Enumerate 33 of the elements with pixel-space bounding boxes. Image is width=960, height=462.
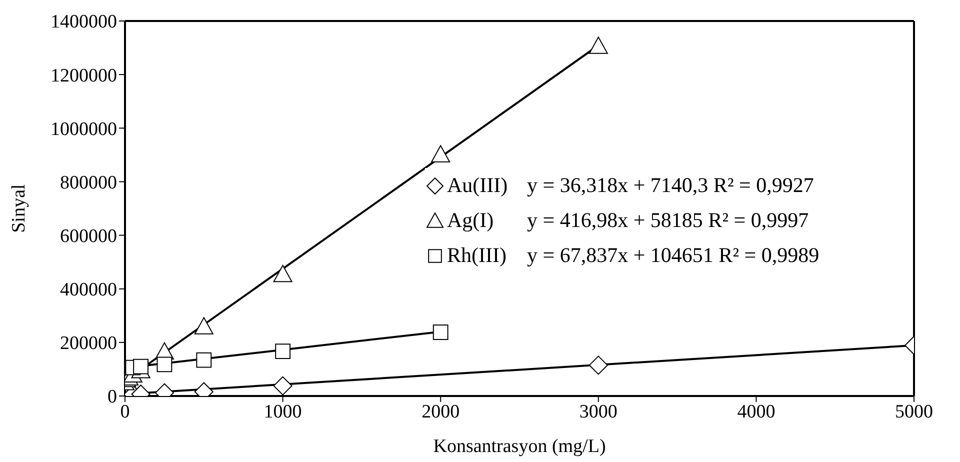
x-tick-label: 1000 — [264, 401, 302, 422]
point — [273, 264, 292, 282]
legend-label: Au(III) — [447, 173, 509, 198]
point — [588, 36, 608, 54]
point — [156, 356, 172, 372]
point — [273, 376, 292, 396]
y-tick-label: 800000 — [60, 172, 117, 194]
x-axis-title: Konsantrasyon (mg/L) — [433, 436, 606, 457]
x-tick-label: 5000 — [895, 401, 933, 422]
y-tick-label: 200000 — [60, 333, 117, 354]
point — [431, 145, 450, 162]
annotation: y = 67,837x + 104651 R² = 0,9989 — [527, 243, 820, 268]
y-axis-title: Sinyal — [8, 184, 30, 233]
y-tick-label: 1200000 — [50, 65, 117, 86]
point — [194, 317, 214, 334]
point — [196, 352, 212, 368]
x-tick-label: 4000 — [737, 401, 776, 422]
y-tick-label: 600000 — [60, 226, 117, 248]
y-tick-label: 1400000 — [50, 12, 117, 33]
point — [432, 324, 448, 340]
legend-label: Ag(I) — [447, 208, 495, 233]
point — [588, 356, 608, 375]
y-tick-label: 1000000 — [50, 118, 117, 140]
point — [275, 344, 290, 359]
annotation: y = 416,98x + 58185 R² = 0,9997 — [527, 208, 809, 233]
x-tick-label: 3000 — [579, 401, 618, 422]
y-tick-label: 0 — [108, 386, 117, 408]
annotation: y = 36,318x + 7140,3 R² = 0,9927 — [527, 173, 814, 198]
x-tick-label: 2000 — [422, 401, 460, 422]
point — [133, 358, 148, 374]
legend-label: Rh(III) — [447, 243, 508, 268]
y-tick-label: 400000 — [60, 280, 117, 301]
x-tick-label: 0 — [120, 401, 130, 422]
